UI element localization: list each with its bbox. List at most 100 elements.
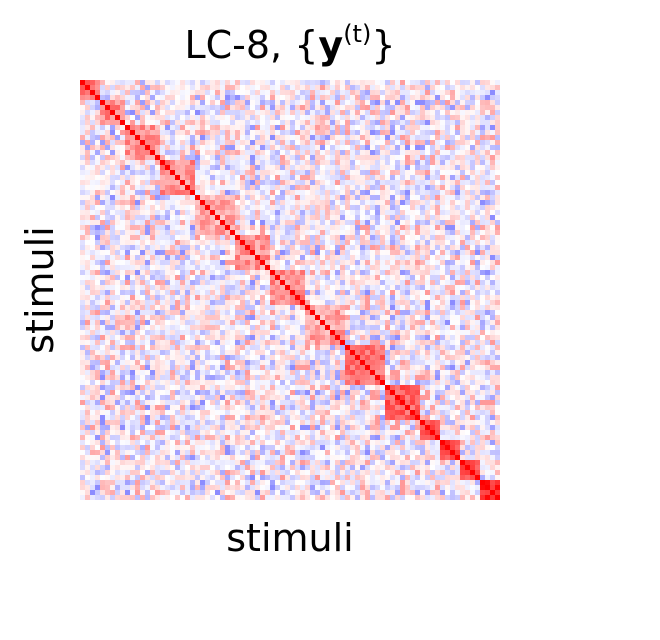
heatmap-cell xyxy=(355,190,361,196)
heatmap-cell xyxy=(85,85,91,91)
heatmap-cell xyxy=(415,115,421,121)
heatmap-cell xyxy=(295,95,301,101)
heatmap-cell xyxy=(125,175,131,181)
heatmap-cell xyxy=(420,370,426,376)
heatmap-cell xyxy=(285,220,291,226)
heatmap-cell xyxy=(215,155,221,161)
heatmap-cell xyxy=(360,135,366,141)
heatmap-cell xyxy=(310,315,316,321)
heatmap-cell xyxy=(425,235,431,241)
heatmap-cell xyxy=(225,245,231,251)
heatmap-cell xyxy=(150,310,156,316)
heatmap-cell xyxy=(465,190,471,196)
heatmap-cell xyxy=(350,255,356,261)
heatmap-cell xyxy=(245,310,251,316)
heatmap-cell xyxy=(225,255,231,261)
heatmap-cell xyxy=(390,155,396,161)
heatmap-cell xyxy=(435,225,441,231)
heatmap-cell xyxy=(270,150,276,156)
heatmap-cell xyxy=(290,120,296,126)
heatmap-cell xyxy=(135,80,141,86)
heatmap-cell xyxy=(390,215,396,221)
heatmap-cell xyxy=(410,195,416,201)
heatmap-cell xyxy=(465,120,471,126)
heatmap-cell xyxy=(435,360,441,366)
heatmap-cell xyxy=(280,350,286,356)
heatmap-cell xyxy=(215,125,221,131)
heatmap-cell xyxy=(235,195,241,201)
heatmap-cell xyxy=(200,295,206,301)
heatmap-cell xyxy=(180,85,186,91)
heatmap-cell xyxy=(430,120,436,126)
heatmap-cell xyxy=(490,270,496,276)
heatmap-cell xyxy=(235,80,241,86)
heatmap-cell xyxy=(455,360,461,366)
heatmap-cell xyxy=(95,160,101,166)
heatmap-cell xyxy=(325,360,331,366)
heatmap-cell xyxy=(245,155,251,161)
heatmap-cell xyxy=(480,175,486,181)
heatmap-cell xyxy=(190,110,196,116)
heatmap-cell xyxy=(370,265,376,271)
heatmap-cell xyxy=(370,325,376,331)
heatmap-cell xyxy=(340,140,346,146)
heatmap-cell xyxy=(80,180,86,186)
heatmap-cell xyxy=(415,165,421,171)
heatmap-cell xyxy=(325,275,331,281)
heatmap-cell xyxy=(245,105,251,111)
heatmap-cell xyxy=(405,160,411,166)
heatmap-cell xyxy=(420,310,426,316)
heatmap-cell xyxy=(95,155,101,161)
heatmap-cell xyxy=(395,320,401,326)
heatmap-cell xyxy=(470,175,476,181)
heatmap-cell xyxy=(210,325,216,331)
heatmap-cell xyxy=(375,120,381,126)
heatmap-cell xyxy=(360,230,366,236)
heatmap-cell xyxy=(210,225,216,231)
heatmap-cell xyxy=(105,150,111,156)
heatmap-cell xyxy=(400,240,406,246)
heatmap-cell xyxy=(330,215,336,221)
heatmap-cell xyxy=(395,325,401,331)
heatmap-cell xyxy=(195,170,201,176)
heatmap-cell xyxy=(290,270,296,276)
heatmap-cell xyxy=(215,220,221,226)
heatmap-cell xyxy=(240,315,246,321)
heatmap-cell xyxy=(295,215,301,221)
heatmap-cell xyxy=(370,335,376,341)
heatmap-cell xyxy=(345,350,351,356)
heatmap-cell xyxy=(215,130,221,136)
heatmap-cell xyxy=(335,125,341,131)
heatmap-cell xyxy=(335,190,341,196)
heatmap-cell xyxy=(310,325,316,331)
heatmap-cell xyxy=(475,210,481,216)
heatmap-cell xyxy=(480,335,486,341)
heatmap-cell xyxy=(430,275,436,281)
heatmap-cell xyxy=(350,160,356,166)
heatmap-cell xyxy=(260,290,266,296)
heatmap-cell xyxy=(455,285,461,291)
heatmap-cell xyxy=(330,305,336,311)
heatmap-cell xyxy=(440,345,446,351)
heatmap-cell xyxy=(265,175,271,181)
heatmap-cell xyxy=(80,235,86,241)
heatmap-cell xyxy=(455,260,461,266)
heatmap-cell xyxy=(455,325,461,331)
heatmap-cell xyxy=(245,225,251,231)
heatmap-cell xyxy=(160,350,166,356)
heatmap-cell xyxy=(135,150,141,156)
heatmap-cell xyxy=(330,195,336,201)
heatmap-cell xyxy=(250,140,256,146)
heatmap-cell xyxy=(455,130,461,136)
heatmap-cell xyxy=(165,210,171,216)
heatmap-cell xyxy=(205,260,211,266)
heatmap-cell xyxy=(445,335,451,341)
heatmap-cell xyxy=(275,330,281,336)
heatmap-cell xyxy=(160,230,166,236)
heatmap-cell xyxy=(365,270,371,276)
heatmap-cell xyxy=(485,150,491,156)
heatmap-cell xyxy=(170,115,176,121)
heatmap-cell xyxy=(385,220,391,226)
heatmap-cell xyxy=(305,165,311,171)
heatmap-cell xyxy=(415,220,421,226)
